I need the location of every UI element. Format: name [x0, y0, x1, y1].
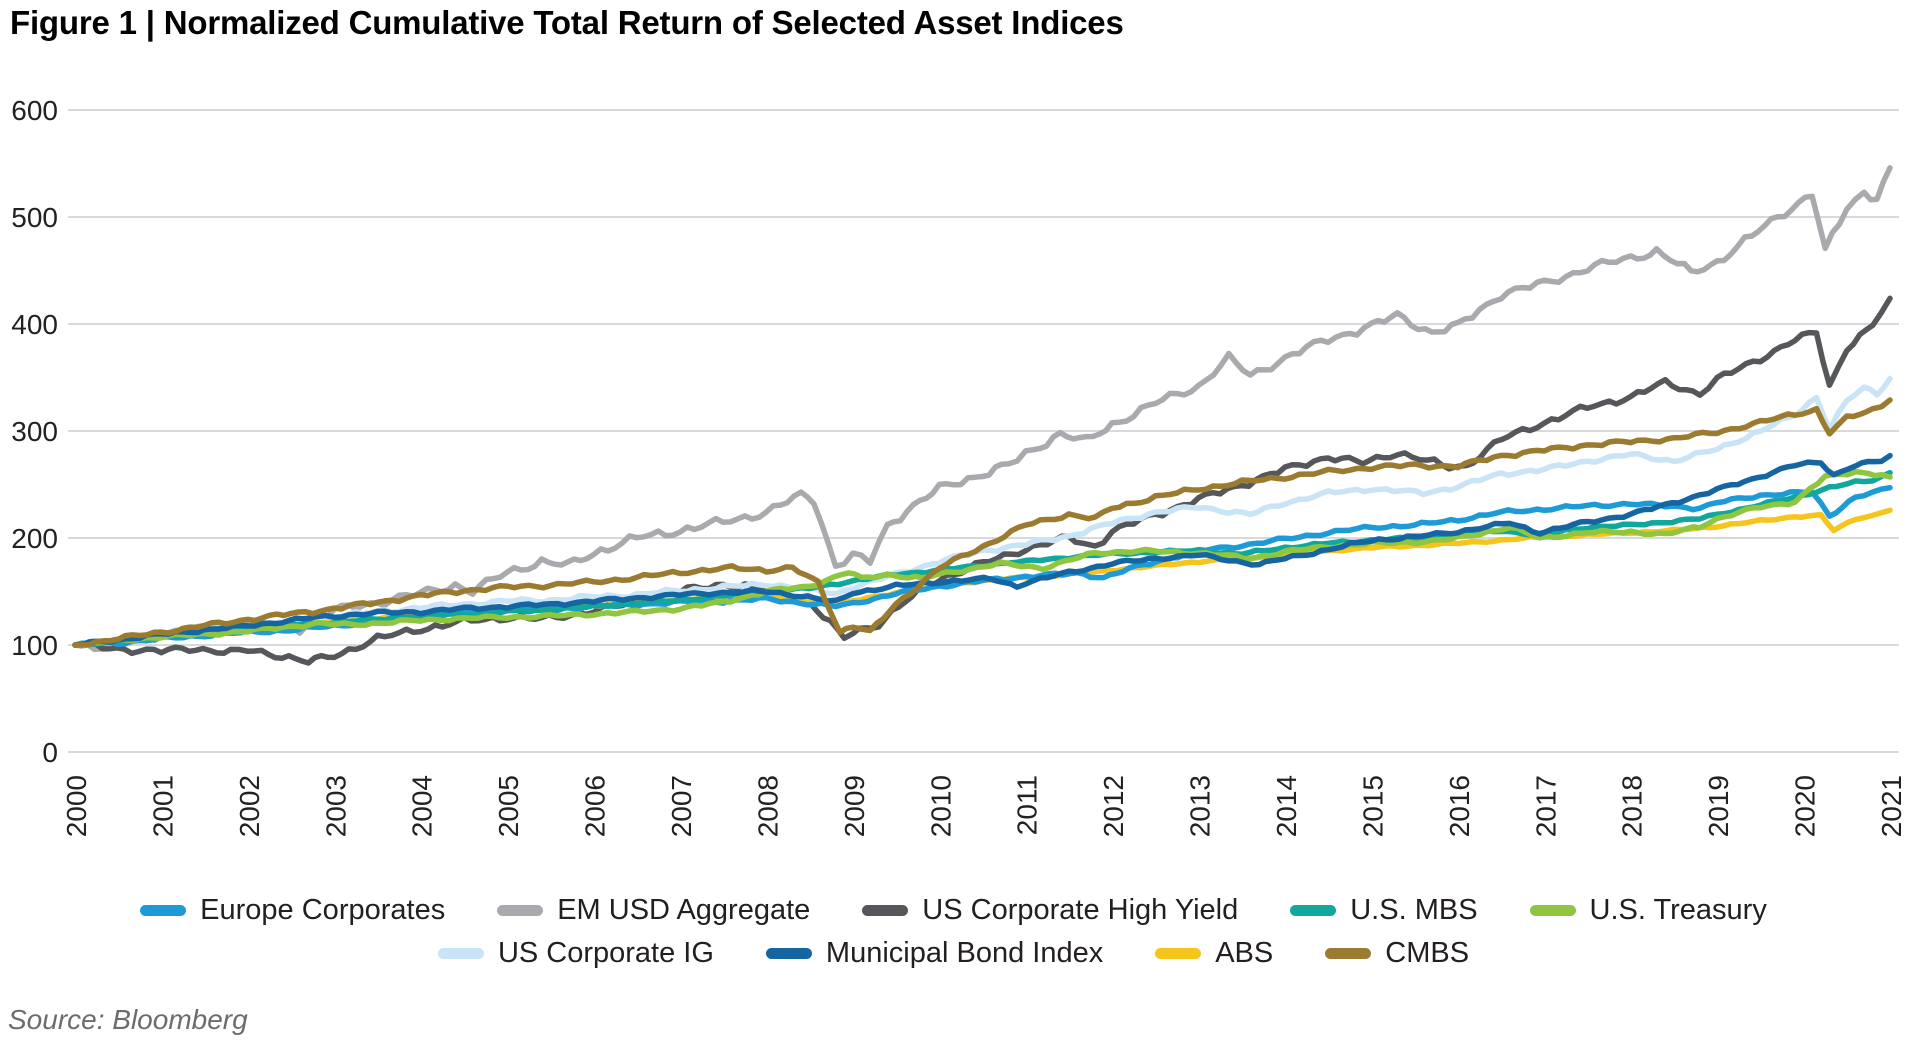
- x-tick-label: 2003: [320, 775, 351, 837]
- x-tick-label: 2005: [493, 775, 524, 837]
- legend-swatch-europe: [140, 905, 187, 916]
- x-tick-label: 2006: [580, 775, 611, 837]
- legend-label: US Corporate IG: [497, 937, 714, 969]
- x-tick-label: 2010: [925, 775, 956, 837]
- series-line-cmbs: [72, 397, 1893, 648]
- x-tick-label: 2009: [839, 775, 870, 837]
- x-tick-label: 2011: [1012, 775, 1043, 835]
- y-tick-label: 600: [11, 95, 58, 126]
- x-tick-label: 2016: [1444, 775, 1475, 837]
- x-tick-label: 2015: [1357, 775, 1388, 837]
- legend-swatch-treasury: [1529, 905, 1576, 916]
- page-title: Figure 1 | Normalized Cumulative Total R…: [10, 4, 1124, 41]
- legend-label: U.S. MBS: [1350, 894, 1478, 926]
- legend-label: EM USD Aggregate: [557, 894, 811, 926]
- legend-label: ABS: [1215, 937, 1274, 969]
- legend-item-muni: Municipal Bond Index: [765, 937, 1104, 970]
- x-tick-label: 2020: [1790, 775, 1821, 837]
- legend-swatch-mbs: [1290, 905, 1337, 916]
- series-line-mbs: [72, 469, 1893, 648]
- series-line-treasury: [72, 469, 1893, 648]
- legend-label: US Corporate High Yield: [922, 894, 1239, 926]
- legend-item-em: EM USD Aggregate: [497, 894, 810, 927]
- x-tick-label: 2001: [147, 775, 178, 837]
- legend-item-treasury: U.S. Treasury: [1529, 894, 1767, 927]
- legend-label: U.S. Treasury: [1589, 894, 1767, 926]
- x-tick-label: 2013: [1185, 775, 1216, 837]
- x-tick-label: 2004: [407, 775, 438, 837]
- x-tick-label: 2018: [1617, 775, 1648, 837]
- legend-swatch-hy: [862, 905, 909, 916]
- legend-swatch-em: [497, 905, 544, 916]
- legend-item-mbs: U.S. MBS: [1290, 894, 1478, 927]
- series-line-muni: [72, 452, 1893, 648]
- legend-item-abs: ABS: [1155, 937, 1273, 970]
- chart-legend: Europe Corporates EM USD Aggregate US Corp…: [0, 894, 1907, 970]
- x-tick-label: 2017: [1530, 775, 1561, 837]
- legend-item-ig: US Corporate IG: [437, 937, 714, 970]
- y-tick-label: 100: [11, 630, 58, 661]
- x-tick-label: 2002: [234, 775, 265, 837]
- x-tick-label: 2021: [1876, 775, 1907, 837]
- x-tick-label: 2000: [61, 775, 92, 837]
- x-tick-label: 2012: [1098, 775, 1129, 837]
- x-tick-label: 2007: [666, 775, 697, 837]
- legend-label: Europe Corporates: [200, 894, 446, 926]
- y-tick-label: 200: [11, 523, 58, 554]
- y-tick-label: 0: [42, 737, 58, 768]
- legend-item-cmbs: CMBS: [1325, 937, 1469, 970]
- y-tick-label: 500: [11, 202, 58, 233]
- legend-label: Municipal Bond Index: [825, 937, 1104, 969]
- legend-row-2: US Corporate IG Municipal Bond Index ABS CM…: [0, 937, 1907, 970]
- y-tick-label: 300: [11, 416, 58, 447]
- x-tick-label: 2019: [1703, 775, 1734, 837]
- legend-item-europe: Europe Corporates: [140, 894, 445, 927]
- legend-swatch-muni: [765, 948, 812, 959]
- legend-label: CMBS: [1385, 937, 1470, 969]
- legend-row-1: Europe Corporates EM USD Aggregate US Corp…: [0, 894, 1907, 927]
- legend-item-hy: US Corporate High Yield: [862, 894, 1238, 927]
- x-tick-label: 2014: [1271, 775, 1302, 837]
- legend-swatch-cmbs: [1325, 948, 1372, 959]
- y-tick-label: 400: [11, 309, 58, 340]
- source-note: Source: Bloomberg: [8, 1004, 248, 1035]
- series-line-hy: [72, 295, 1893, 666]
- x-tick-label: 2008: [752, 775, 783, 837]
- legend-swatch-ig: [437, 948, 484, 959]
- legend-swatch-abs: [1155, 948, 1202, 959]
